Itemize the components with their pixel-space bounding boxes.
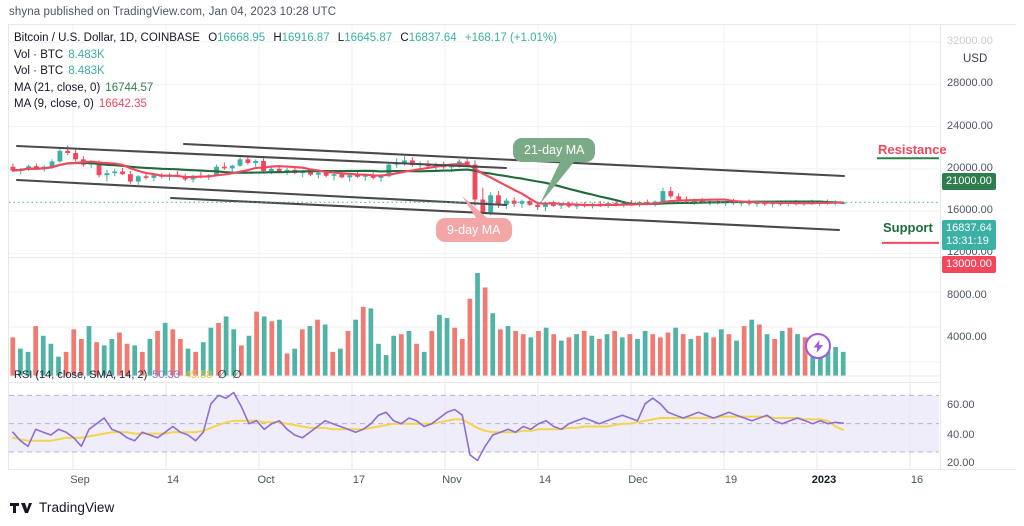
legend-open-value: 16668.95	[217, 32, 266, 44]
currency-label: USD	[961, 53, 990, 65]
time-scale[interactable]: Sep 14 Oct 17 Nov 14 Dec 19 2023 16	[8, 470, 1016, 496]
chart-legend: Bitcoin / U.S. Dollar, 1D, COINBASE O166…	[14, 31, 557, 114]
rsi-legend-value: 50.33	[152, 369, 180, 381]
ma21-callout[interactable]: 21-day MA	[513, 138, 596, 162]
rsi-legend-sma-value: 45.58	[184, 369, 213, 381]
publisher-line: shyna published on TradingView.com, Jan …	[9, 6, 337, 18]
legend-close-value: 16837.64	[408, 32, 457, 44]
legend-row-ma9[interactable]: MA (9, close, 0) 16642.35	[14, 97, 557, 113]
last-price-time: 13:31:19	[946, 235, 989, 247]
legend-ma9-label: MA (9, close, 0)	[14, 98, 94, 110]
legend-low-label: L	[337, 32, 345, 44]
legend-volume-value-1: 8.483K	[68, 48, 105, 61]
last-price-value: 16837.64	[946, 222, 992, 234]
legend-ma21-value: 16744.57	[105, 81, 154, 94]
time-label-7: 19	[724, 474, 738, 486]
support-price-badge[interactable]: 13000.00	[942, 256, 996, 273]
ma9-callout-pointer	[462, 196, 494, 224]
legend-row-symbol[interactable]: Bitcoin / U.S. Dollar, 1D, COINBASE O166…	[14, 31, 557, 47]
price-tick-1: 28000.00	[947, 77, 993, 90]
legend-close-label: C	[400, 32, 409, 44]
time-label-5: 14	[538, 474, 552, 486]
legend-high-value: 16916.87	[281, 32, 330, 44]
rsi-pane[interactable]	[9, 382, 939, 469]
rsi-legend[interactable]: RSI (14, close, SMA, 14, 2) 50.33 45.58 ∅ ∅	[14, 368, 242, 381]
rsi-tick-2: 20.00	[947, 457, 975, 469]
rsi-legend-empty-2: ∅	[231, 369, 242, 381]
last-price-badge[interactable]: 16837.64 13:31:19	[942, 220, 996, 250]
time-label-9: 16	[910, 474, 924, 486]
legend-row-volume-1[interactable]: Vol · BTC 8.483K	[14, 48, 557, 64]
tradingview-logo	[10, 502, 32, 513]
ma21-callout-pointer	[540, 162, 574, 204]
legend-row-volume-2[interactable]: Vol · BTC 8.483K	[14, 64, 557, 80]
legend-volume-label-1: Vol · BTC	[14, 48, 64, 61]
pane-separator-volume	[9, 257, 1015, 258]
rsi-legend-empty-1: ∅	[217, 369, 227, 381]
resistance-price-badge[interactable]: 21000.00	[942, 173, 996, 190]
rsi-tick-0: 60.00	[947, 399, 975, 411]
lightning-bolt-glyph	[813, 339, 823, 353]
price-tick-2: 24000.00	[947, 119, 993, 132]
legend-change: +168.17 (+1.01%)	[464, 32, 557, 44]
lightning-bolt-icon[interactable]	[805, 333, 831, 359]
time-label-2: Oct	[257, 474, 275, 486]
legend-volume-value-2: 8.483K	[68, 65, 105, 77]
price-tick-6: 8000.00	[947, 288, 987, 301]
footer: TradingView	[10, 500, 114, 515]
price-scale[interactable]: USD 32000.00 28000.00 24000.00 20000.00 1600…	[940, 25, 1017, 469]
time-label-1: 14	[166, 474, 180, 486]
rsi-tick-1: 40.00	[947, 429, 975, 441]
price-tick-7: 4000.00	[947, 331, 987, 343]
ma9-callout[interactable]: 9-day MA	[436, 218, 512, 242]
volume-pane[interactable]	[9, 257, 939, 382]
pane-separator-rsi	[9, 382, 1015, 383]
legend-low-value: 16645.87	[344, 32, 393, 44]
legend-ma21-label: MA (21, close, 0)	[14, 81, 101, 94]
footer-brand: TradingView	[39, 500, 115, 515]
time-label-8: 2023	[811, 474, 837, 486]
legend-high-label: H	[273, 32, 282, 44]
resistance-label: Resistance	[878, 142, 947, 157]
rsi-legend-label: RSI (14, close, SMA, 14, 2)	[14, 369, 148, 381]
legend-ma9-value: 16642.35	[98, 98, 147, 110]
support-label: Support	[883, 220, 933, 235]
legend-symbol: Bitcoin / U.S. Dollar, 1D, COINBASE	[14, 32, 200, 44]
price-tick-4: 16000.00	[947, 204, 993, 217]
time-label-6: Dec	[628, 474, 648, 486]
price-tick-0: 32000.00	[947, 35, 993, 47]
price-tick-3: 20000.00	[947, 161, 993, 174]
time-label-4: Nov	[442, 474, 462, 486]
price-pane[interactable]	[9, 25, 939, 257]
time-label-3: 17	[352, 474, 366, 486]
legend-open-label: O	[208, 32, 218, 44]
legend-volume-label-2: Vol · BTC	[14, 65, 64, 77]
time-label-0: Sep	[70, 474, 90, 486]
legend-row-ma21[interactable]: MA (21, close, 0) 16744.57	[14, 81, 557, 97]
